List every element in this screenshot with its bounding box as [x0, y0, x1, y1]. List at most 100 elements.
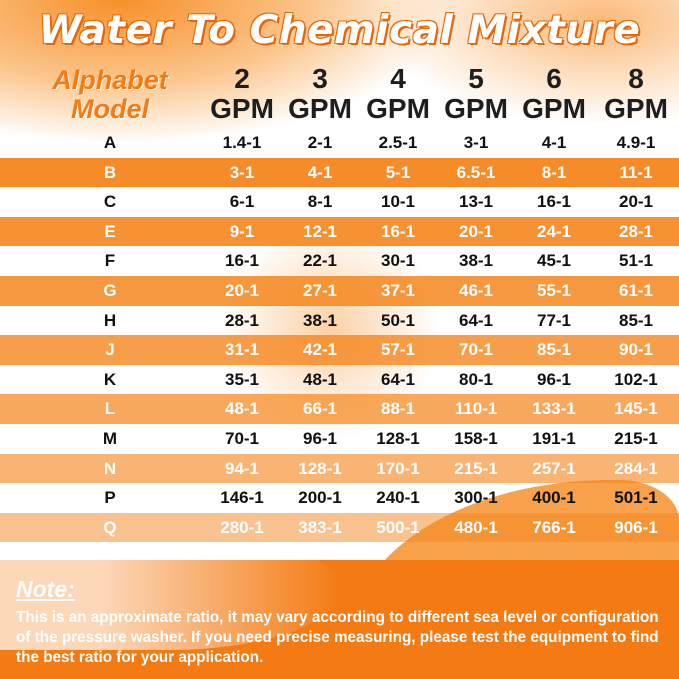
gpm-unit: GPM [444, 93, 508, 124]
gpm-number: 8 [628, 63, 644, 94]
ratio-cell: 48-1 [224, 399, 260, 419]
ratio-cell: 42-1 [302, 340, 338, 360]
ratio-cell: 128-1 [376, 429, 420, 448]
model-letter: N [103, 458, 117, 478]
gpm-column-header: 8 GPM [597, 64, 675, 124]
ratio-cell: 383-1 [298, 517, 342, 537]
ratio-cell: 500-1 [376, 517, 420, 537]
gpm-number: 3 [312, 63, 328, 94]
gpm-unit: GPM [288, 93, 352, 124]
table-row: E 9-1 12-1 16-1 20-1 24-1 28-1 [0, 216, 679, 247]
ratio-cell: 50-1 [380, 310, 416, 330]
model-letter: P [104, 488, 116, 508]
ratio-cell: 5-1 [385, 162, 411, 182]
ratio-cell: 85-1 [618, 310, 654, 330]
ratio-cell: 16-1 [536, 192, 572, 212]
ratio-cell: 77-1 [536, 310, 572, 330]
ratio-cell: 257-1 [532, 458, 576, 478]
ratio-cell: 2-1 [307, 133, 333, 152]
gpm-number: 2 [234, 63, 250, 94]
gpm-unit: GPM [604, 93, 668, 124]
ratio-cell: 38-1 [302, 310, 338, 330]
model-letter: L [104, 399, 116, 419]
gpm-column-header: 3 GPM [281, 64, 359, 124]
ratio-cell: 215-1 [614, 429, 658, 448]
gpm-unit: GPM [210, 93, 274, 124]
model-letter: G [103, 281, 117, 300]
model-letter: F [104, 251, 116, 271]
ratio-cell: 38-1 [458, 251, 494, 271]
table-row: L 48-1 66-1 88-1 110-1 133-1 145-1 [0, 394, 679, 424]
gpm-number: 6 [546, 63, 562, 94]
ratio-cell: 3-1 [229, 162, 255, 182]
ratio-cell: 70-1 [458, 340, 494, 360]
ratio-cell: 64-1 [458, 310, 494, 330]
table-row: A 1.4-1 2-1 2.5-1 3-1 4-1 4.9-1 [0, 128, 679, 158]
ratio-cell: 57-1 [380, 340, 416, 360]
ratio-cell: 200-1 [298, 488, 342, 508]
ratio-cell: 3-1 [463, 133, 489, 152]
ratio-cell: 480-1 [454, 517, 498, 537]
ratio-cell: 94-1 [224, 458, 260, 478]
ratio-cell: 2.5-1 [378, 133, 418, 152]
ratio-cell: 110-1 [454, 399, 498, 419]
table-row: K 35-1 48-1 64-1 80-1 96-1 102-1 [0, 365, 679, 395]
table-row: G 20-1 27-1 37-1 46-1 55-1 61-1 [0, 276, 679, 306]
ratio-cell: 1.4-1 [222, 133, 262, 152]
ratio-cell: 128-1 [298, 458, 342, 478]
ratio-cell: 13-1 [458, 192, 494, 212]
note-heading: Note: [16, 576, 75, 602]
table-row: H 28-1 38-1 50-1 64-1 77-1 85-1 [0, 306, 679, 336]
ratio-cell: 64-1 [380, 369, 416, 389]
ratio-cell: 61-1 [618, 281, 654, 300]
ratio-cell: 240-1 [376, 488, 420, 508]
ratio-cell: 85-1 [536, 340, 572, 360]
ratio-cell: 146-1 [220, 488, 264, 508]
table-row: Q 280-1 383-1 500-1 480-1 766-1 906-1 [0, 512, 679, 543]
ratio-cell: 6-1 [229, 192, 255, 212]
ratio-cell: 45-1 [536, 251, 572, 271]
ratio-cell: 9-1 [229, 221, 255, 241]
ratio-cell: 24-1 [536, 221, 572, 241]
model-letter: B [103, 162, 117, 182]
ratio-cell: 66-1 [302, 399, 338, 419]
ratio-cell: 16-1 [380, 221, 416, 241]
gpm-column-header: 5 GPM [437, 64, 515, 124]
model-letter: K [103, 369, 117, 389]
model-letter: E [104, 221, 116, 241]
model-letter: H [103, 310, 117, 330]
ratio-cell: 88-1 [380, 399, 416, 419]
ratio-cell: 28-1 [618, 221, 654, 241]
ratio-cell: 11-1 [619, 162, 653, 182]
model-letter: C [103, 192, 117, 212]
ratio-cell: 22-1 [302, 251, 338, 271]
model-header-line-1: Alphabet [52, 65, 168, 95]
ratio-cell: 31-1 [224, 340, 260, 360]
ratio-cell: 4.9-1 [616, 133, 656, 152]
ratio-cell: 501-1 [614, 488, 658, 508]
ratio-cell: 133-1 [532, 399, 576, 419]
ratio-cell: 16-1 [224, 251, 260, 271]
ratio-cell: 215-1 [454, 458, 498, 478]
model-letter: A [103, 133, 117, 152]
gpm-unit: GPM [366, 93, 430, 124]
note-text: This is an approximate ratio, it may var… [16, 609, 659, 666]
gpm-column-header: 4 GPM [359, 64, 437, 124]
ratio-cell: 96-1 [536, 369, 572, 389]
ratio-cell: 28-1 [224, 310, 260, 330]
gpm-column-header: 6 GPM [515, 64, 593, 124]
ratio-cell: 766-1 [532, 517, 576, 537]
ratio-cell: 170-1 [376, 458, 420, 478]
ratio-cell: 37-1 [380, 281, 416, 300]
ratio-cell: 6.5-1 [456, 162, 496, 182]
model-letter: M [102, 429, 118, 448]
gpm-column-header: 2 GPM [203, 64, 281, 124]
ratio-cell: 46-1 [458, 281, 494, 300]
ratio-cell: 12-1 [302, 221, 338, 241]
ratio-cell: 4-1 [541, 133, 567, 152]
ratio-cell: 35-1 [224, 369, 260, 389]
ratio-cell: 284-1 [614, 458, 658, 478]
table-row: P 146-1 200-1 240-1 300-1 400-1 501-1 [0, 483, 679, 513]
ratio-cell: 55-1 [536, 281, 572, 300]
gpm-number: 4 [390, 63, 406, 94]
